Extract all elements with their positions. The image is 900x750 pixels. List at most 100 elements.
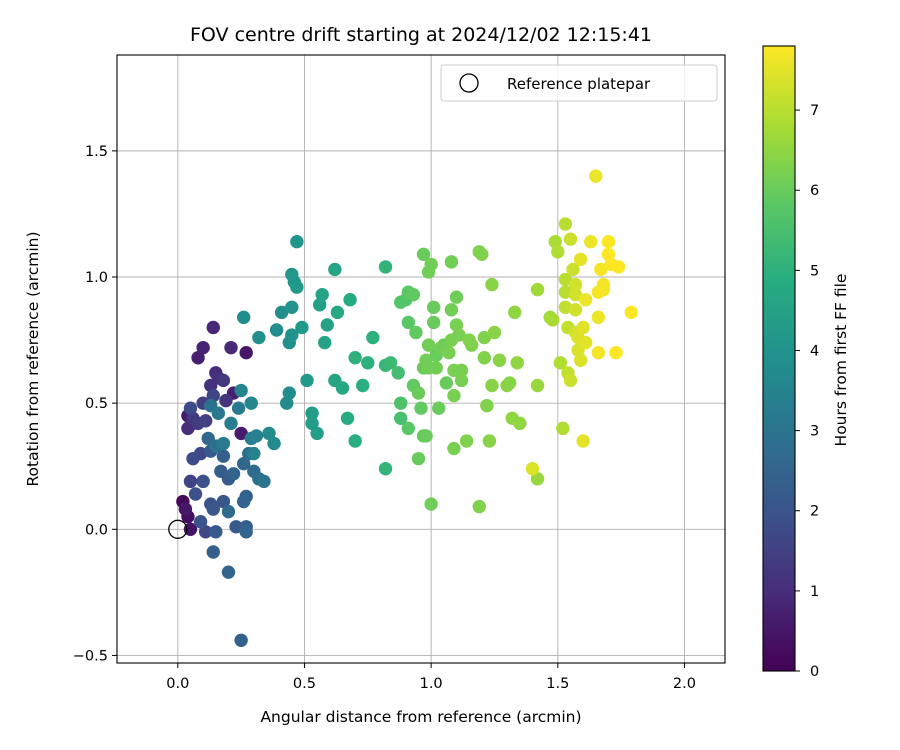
x-axis-ticks: 0.0 0.5 1.0 1.5 2.0 xyxy=(166,663,696,692)
x-tick-label: 1.0 xyxy=(420,676,443,692)
colorbar-ticks: 0 1 2 3 4 5 6 7 xyxy=(795,103,819,680)
data-point xyxy=(269,323,284,337)
data-point xyxy=(558,300,573,314)
data-point xyxy=(219,393,233,408)
data-point xyxy=(234,426,248,441)
data-point xyxy=(236,456,251,471)
data-point xyxy=(530,282,545,297)
data-point xyxy=(477,330,492,345)
colorbar-tick-label: 3 xyxy=(810,424,819,440)
y-tick-label: 1.0 xyxy=(85,270,108,286)
data-point xyxy=(578,293,593,307)
data-point xyxy=(216,373,231,388)
reference-platepar-marker xyxy=(168,519,188,539)
colorbar-tick-label: 2 xyxy=(810,504,819,520)
data-point xyxy=(305,406,319,420)
data-point xyxy=(328,262,342,277)
data-point xyxy=(584,234,598,249)
data-point xyxy=(191,351,205,365)
data-point xyxy=(442,345,456,360)
data-point xyxy=(411,451,426,466)
scatter-points xyxy=(176,169,638,647)
data-point xyxy=(573,252,588,267)
data-point xyxy=(477,351,492,365)
data-point xyxy=(391,366,405,380)
data-point xyxy=(196,474,210,489)
data-point xyxy=(530,378,545,393)
data-point xyxy=(576,320,590,335)
data-point xyxy=(401,421,416,436)
data-point xyxy=(485,378,499,393)
data-point xyxy=(348,434,362,448)
data-point xyxy=(576,434,590,448)
data-point xyxy=(558,285,573,299)
data-point xyxy=(601,247,616,262)
colorbar-tick-label: 5 xyxy=(810,263,819,279)
data-point xyxy=(558,217,573,231)
data-point xyxy=(290,234,304,249)
data-point xyxy=(315,287,329,302)
data-point xyxy=(502,376,517,390)
data-point xyxy=(556,421,570,436)
data-point xyxy=(548,234,562,249)
data-point xyxy=(591,310,606,325)
data-point xyxy=(525,462,540,476)
data-point xyxy=(188,487,203,501)
data-point xyxy=(513,416,527,431)
data-point xyxy=(330,305,345,320)
data-point xyxy=(239,345,253,360)
data-point xyxy=(551,245,565,259)
x-tick-label: 1.5 xyxy=(546,676,569,692)
data-point xyxy=(378,260,393,274)
data-point xyxy=(409,325,423,340)
x-tick-label: 2.0 xyxy=(673,676,696,692)
data-point xyxy=(221,565,236,579)
data-point xyxy=(348,351,362,365)
data-point xyxy=(414,401,428,415)
y-tick-label: 0.0 xyxy=(85,522,108,538)
data-point xyxy=(401,315,416,330)
data-point xyxy=(609,345,623,360)
reference-marker-layer xyxy=(168,519,188,539)
data-point xyxy=(416,247,431,262)
legend-box xyxy=(440,64,718,102)
data-point xyxy=(383,356,398,370)
data-point xyxy=(206,545,220,559)
data-point xyxy=(320,318,334,332)
data-point xyxy=(186,451,200,466)
legend: Reference platepar xyxy=(440,64,718,102)
data-point xyxy=(578,335,593,350)
data-point xyxy=(406,287,421,302)
data-point xyxy=(378,462,393,476)
data-point xyxy=(234,633,248,647)
data-point xyxy=(280,396,294,410)
data-point xyxy=(568,303,583,317)
x-tick-label: 0.0 xyxy=(166,676,189,692)
data-point xyxy=(206,388,220,403)
data-point xyxy=(553,356,568,370)
data-point xyxy=(573,353,588,367)
data-point xyxy=(447,441,461,456)
data-point xyxy=(193,515,208,529)
x-tick-label: 0.5 xyxy=(293,676,316,692)
data-point xyxy=(282,386,296,400)
data-point xyxy=(221,504,236,519)
colorbar-tick-label: 4 xyxy=(810,343,819,359)
data-point xyxy=(257,474,271,489)
data-point xyxy=(546,313,560,327)
data-point xyxy=(508,305,522,320)
data-point xyxy=(480,398,494,413)
data-point xyxy=(318,335,332,350)
data-point xyxy=(247,446,261,461)
data-point xyxy=(624,305,638,320)
data-point xyxy=(356,378,370,393)
data-point xyxy=(310,426,324,441)
data-point xyxy=(204,378,218,393)
data-point xyxy=(239,525,253,539)
data-point xyxy=(206,320,220,335)
data-point xyxy=(589,169,603,183)
data-point xyxy=(611,260,626,274)
data-point xyxy=(234,383,248,398)
data-point xyxy=(262,426,276,441)
